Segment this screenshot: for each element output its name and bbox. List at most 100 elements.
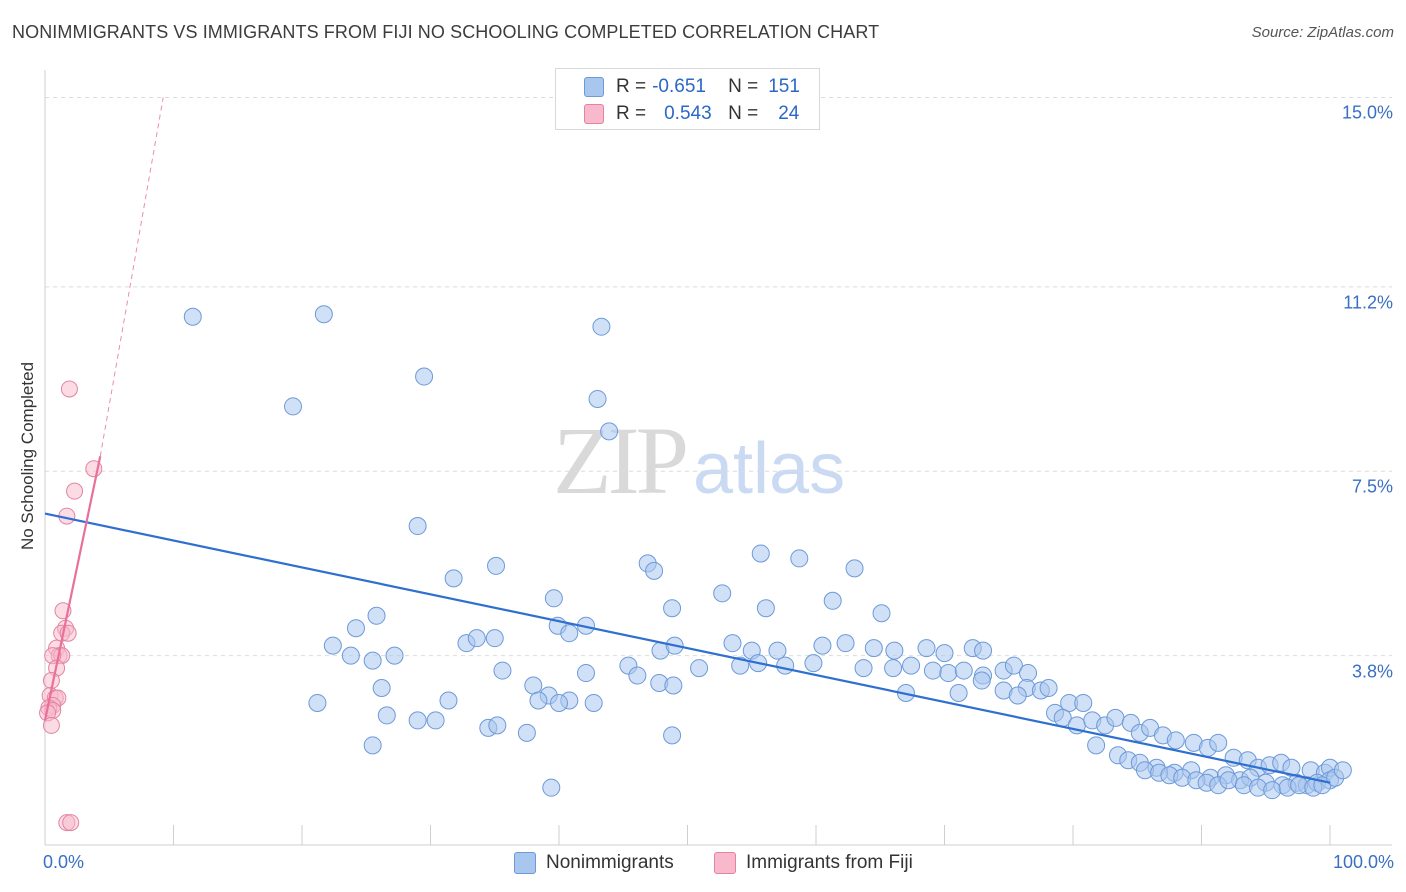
nonimmigrant-point [1039, 679, 1058, 698]
nonimmigrants-points [183, 305, 1352, 800]
legend-r-label: R = [616, 76, 647, 97]
legend-n-value: 151 [768, 76, 800, 97]
nonimmigrant-point [731, 656, 750, 675]
fiji-point [62, 814, 80, 832]
nonimmigrant-point [954, 661, 973, 680]
nonimmigrants-trend-line [44, 512, 1331, 784]
nonimmigrant-point [363, 651, 382, 670]
nonimmigrant-point [713, 584, 732, 603]
nonimmigrant-point [1019, 664, 1038, 683]
y-axis-label: No Schooling Completed [18, 361, 37, 551]
nonimmigrant-point [756, 599, 775, 618]
nonimmigrant-point [884, 659, 903, 678]
nonimmigrant-point [529, 691, 548, 710]
chart-title: NONIMMIGRANTS VS IMMIGRANTS FROM FIJI NO… [12, 22, 880, 42]
nonimmigrant-point [751, 544, 770, 563]
nonimmigrant-point [1166, 731, 1185, 750]
nonimmigrant-point [588, 389, 607, 408]
nonimmigrant-point [372, 679, 391, 698]
nonimmigrant-point [872, 604, 891, 623]
nonimmigrant-point [723, 634, 742, 653]
legend-n-value: 24 [778, 103, 800, 124]
watermark-atlas: atlas [693, 429, 846, 509]
nonimmigrant-point [917, 639, 936, 658]
legend-swatch-fiji [714, 852, 736, 874]
nonimmigrant-point [408, 711, 427, 730]
legend-swatch-fiji [584, 104, 604, 124]
legend-item-nonimmigrants[interactable]: Nonimmigrants [514, 852, 674, 874]
legend-r-value: 0.543 [664, 103, 712, 124]
nonimmigrant-point [284, 397, 303, 416]
nonimmigrant-point [885, 641, 904, 660]
nonimmigrant-point [415, 367, 434, 386]
nonimmigrant-point [845, 559, 864, 578]
nonimmigrant-point [776, 656, 795, 675]
nonimmigrant-point [524, 676, 543, 695]
nonimmigrant-point [854, 659, 873, 678]
fiji-trend-line [43, 456, 102, 721]
nonimmigrant-point [923, 661, 942, 680]
nonimmigrant-point [485, 629, 504, 648]
nonimmigrant-point [467, 629, 486, 648]
nonimmigrant-point [1074, 693, 1093, 712]
nonimmigrant-point [836, 634, 855, 653]
nonimmigrant-point [308, 693, 327, 712]
nonimmigrant-point [367, 606, 386, 625]
x-tick-label: 0.0% [43, 852, 85, 872]
nonimmigrant-point [408, 517, 427, 536]
legend-row-nonimmigrants: R = -0.651 N = 151 [584, 75, 800, 99]
nonimmigrant-point [493, 661, 512, 680]
nonimmigrant-point [664, 676, 683, 695]
nonimmigrant-point [439, 691, 458, 710]
nonimmigrant-point [341, 646, 360, 665]
nonimmigrant-point [1219, 771, 1238, 790]
nonimmigrant-point [902, 656, 921, 675]
nonimmigrant-point [426, 711, 445, 730]
legend-n-label: N = [728, 103, 759, 124]
nonimmigrant-point [1263, 781, 1282, 800]
nonimmigrant-point [804, 654, 823, 673]
fiji-point [42, 716, 60, 734]
nonimmigrant-point [823, 591, 842, 610]
nonimmigrant-point [323, 636, 342, 655]
legend-swatch-nonimmigrants [584, 77, 604, 97]
watermark-zip: ZIP [553, 407, 689, 514]
y-tick-label: 3.8% [1351, 661, 1393, 682]
nonimmigrant-point [584, 693, 603, 712]
nonimmigrant-point [550, 693, 568, 712]
nonimmigrant-point [768, 641, 787, 660]
nonimmigrant-point [974, 641, 993, 660]
nonimmigrant-point [560, 624, 579, 643]
nonimmigrant-point [935, 644, 954, 663]
legend-label-nonimmigrants: Nonimmigrants [546, 852, 674, 873]
nonimmigrant-point [487, 556, 506, 575]
source-credit: Source: ZipAtlas.com [1252, 24, 1394, 41]
nonimmigrant-point [663, 726, 682, 745]
nonimmigrant-point [600, 422, 619, 441]
nonimmigrant-point [377, 706, 396, 725]
nonimmigrant-point [444, 569, 463, 588]
correlation-legend: R = -0.651 N = 151 R = 0.543 N = 24 [555, 68, 820, 130]
nonimmigrant-point [939, 664, 958, 683]
y-tick-label: 7.5% [1351, 476, 1393, 497]
nonimmigrant-point [690, 659, 709, 678]
nonimmigrant-point [1209, 733, 1228, 752]
nonimmigrant-point [363, 736, 382, 755]
nonimmigrant-point [592, 317, 611, 336]
source-link[interactable]: ZipAtlas.com [1307, 24, 1394, 41]
nonimmigrant-point [517, 723, 536, 742]
source-label: Source: [1251, 24, 1304, 41]
nonimmigrant-point [645, 561, 664, 580]
legend-item-fiji[interactable]: Immigrants from Fiji [714, 852, 913, 874]
nonimmigrant-point [314, 305, 333, 324]
nonimmigrant-point [544, 589, 563, 608]
nonimmigrant-point [346, 619, 365, 638]
y-tick-label: 11.2% [1343, 292, 1393, 313]
legend-r-value: -0.651 [652, 76, 706, 97]
nonimmigrant-point [488, 716, 507, 735]
series-legend: Nonimmigrants Immigrants from Fiji [0, 852, 1406, 878]
axes [44, 70, 1392, 846]
nonimmigrant-point [1008, 686, 1027, 705]
nonimmigrant-point [1333, 761, 1352, 780]
